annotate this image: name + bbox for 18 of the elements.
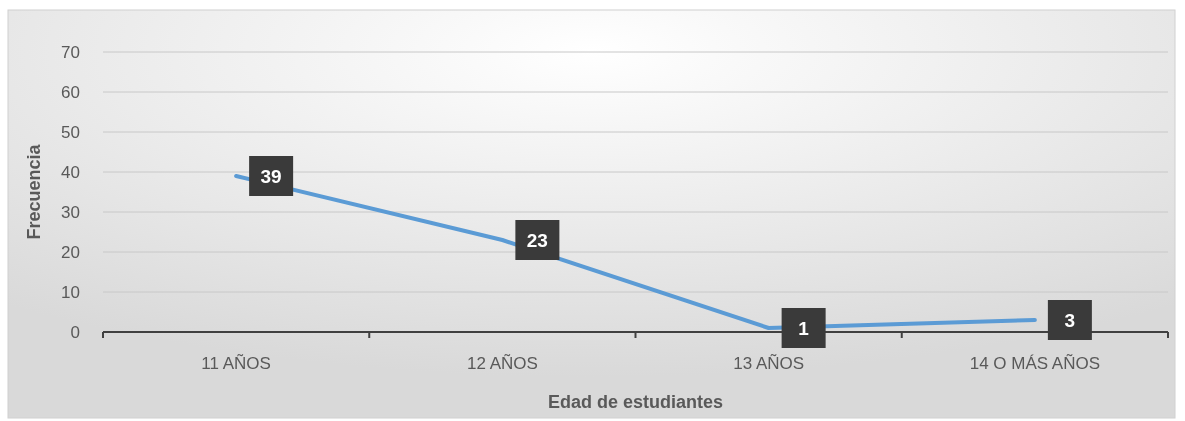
- x-tick-label: 14 O MÁS AÑOS: [969, 354, 1101, 373]
- data-label: 39: [260, 166, 282, 187]
- y-tick-label: 50: [61, 123, 80, 142]
- data-label: 1: [798, 318, 810, 339]
- y-tick-label: 60: [61, 83, 80, 102]
- y-tick-label: 70: [61, 43, 80, 62]
- x-tick-label: 11 AÑOS: [201, 354, 271, 373]
- data-label: 3: [1064, 310, 1076, 331]
- x-tick-label: 12 AÑOS: [466, 354, 538, 373]
- y-tick-label: 20: [61, 243, 80, 262]
- y-axis-title: Frecuencia: [24, 143, 44, 240]
- x-tick-label: 13 AÑOS: [733, 354, 805, 373]
- y-tick-label: 40: [61, 163, 80, 182]
- data-label: 23: [526, 230, 548, 251]
- x-axis-title: Edad de estudiantes: [547, 392, 724, 412]
- y-tick-label: 30: [61, 203, 80, 222]
- y-tick-label: 10: [61, 283, 80, 302]
- y-tick-label: 0: [70, 323, 80, 342]
